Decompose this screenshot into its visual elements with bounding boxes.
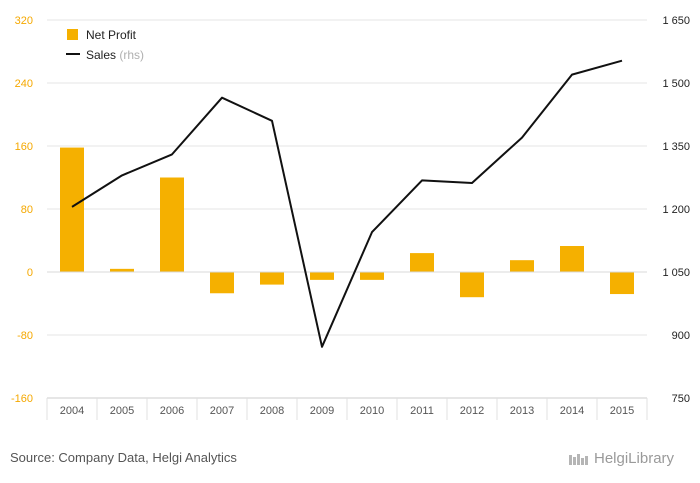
- net-profit-bar: [210, 272, 234, 294]
- right-axis-ticks: 1 650 1 500 1 350 1 200 1 050 900 750: [662, 15, 690, 405]
- x-tick-label: 2009: [310, 405, 334, 417]
- x-tick-label: 2012: [460, 405, 484, 417]
- x-tick-label: 2004: [60, 405, 84, 417]
- net-profit-bar: [360, 272, 384, 280]
- x-tick-label: 2007: [210, 405, 234, 417]
- right-tick-label: 900: [672, 330, 690, 342]
- brand-logo: HelgiLibrary: [568, 450, 674, 467]
- net-profit-bar: [510, 260, 534, 272]
- right-tick-label: 1 650: [662, 15, 690, 27]
- left-tick-label: 240: [15, 78, 33, 90]
- x-tick-label: 2013: [510, 405, 534, 417]
- grid-lines: [46, 19, 648, 420]
- right-tick-label: 1 050: [662, 267, 690, 279]
- net-profit-bar: [610, 272, 634, 295]
- brand-name: HelgiLibrary: [594, 450, 675, 467]
- x-axis-ticks: 2004 2005 2006 2007 2008 2009 2010 2011 2012 2013…: [60, 405, 634, 417]
- net-profit-bar: [60, 147, 84, 272]
- net-profit-bars: [60, 147, 634, 298]
- right-tick-label: 1 350: [662, 141, 690, 153]
- left-tick-label: -160: [11, 393, 33, 405]
- left-tick-label: -80: [17, 330, 33, 342]
- x-tick-label: 2006: [160, 405, 184, 417]
- legend-net-profit-swatch: [67, 29, 78, 40]
- net-profit-bar: [260, 272, 284, 285]
- left-tick-label: 80: [21, 204, 33, 216]
- right-tick-label: 1 200: [662, 204, 690, 216]
- x-tick-label: 2014: [560, 405, 584, 417]
- x-tick-label: 2010: [360, 405, 384, 417]
- legend-net-profit-label: Net Profit: [86, 28, 137, 42]
- sales-line: [71, 59, 623, 348]
- left-axis-ticks: 320 240 160 80 0 -80 -160: [11, 15, 33, 405]
- left-tick-label: 320: [15, 15, 33, 27]
- net-profit-bar: [460, 272, 484, 298]
- right-tick-label: 1 500: [662, 78, 690, 90]
- legend-sales-label: Sales (rhs): [86, 48, 144, 62]
- net-profit-bar: [110, 268, 134, 272]
- source-note: Source: Company Data, Helgi Analytics: [10, 450, 237, 465]
- net-profit-bar: [310, 272, 334, 280]
- chart: 320 240 160 80 0 -80 -160 1 650 1 500 1 350 1 200…: [11, 15, 690, 420]
- x-tick-label: 2005: [110, 405, 134, 417]
- sales-polyline: [71, 59, 623, 348]
- net-profit-bar: [410, 253, 434, 272]
- net-profit-bar: [160, 177, 184, 272]
- legend: Net Profit Sales (rhs): [66, 28, 144, 62]
- left-tick-label: 160: [15, 141, 33, 153]
- right-tick-label: 750: [672, 393, 690, 405]
- library-icon: [569, 453, 588, 465]
- net-profit-bar: [560, 246, 584, 272]
- x-tick-label: 2011: [410, 405, 434, 417]
- x-tick-label: 2015: [610, 405, 634, 417]
- x-tick-label: 2008: [260, 405, 284, 417]
- left-tick-label: 0: [27, 267, 33, 279]
